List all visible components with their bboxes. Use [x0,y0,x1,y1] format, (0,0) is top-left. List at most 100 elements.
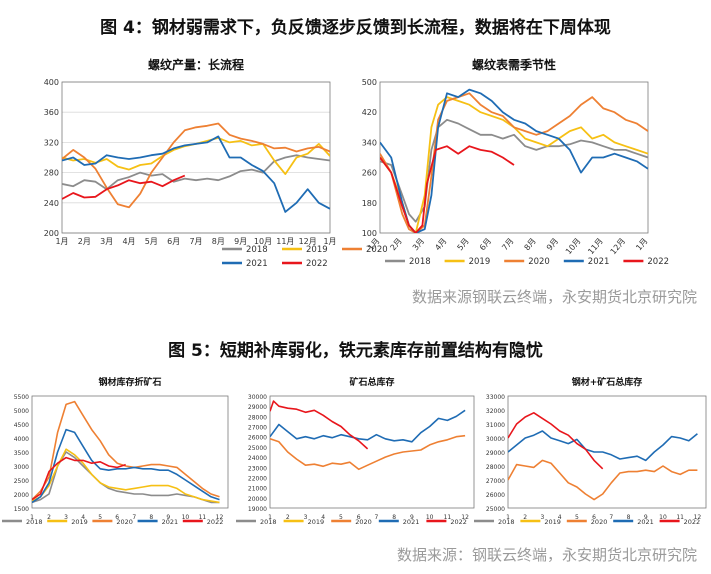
x-tick-label: 1月 [55,237,68,246]
x-tick-label: 6月 [478,237,493,253]
x-tick-label: 1月 [323,237,336,246]
x-tick-label: 6 [115,514,119,521]
series-line-2021 [270,409,466,443]
x-tick-label: 11 [199,514,207,521]
series-line-2020 [270,434,466,471]
x-tick-label: 2月 [78,237,91,246]
x-tick-label: 8 [392,514,396,521]
legend-label-2018: 2018 [260,518,277,526]
series-line-2020 [32,400,220,501]
plot-frame [269,395,475,509]
x-tick-label: 8月 [212,237,225,246]
x-tick-label: 6 [592,514,596,521]
chart-rebar-output-long-process: 螺纹产量：长流程 200 240 280 320 360 400 1月 2月 3月 4月 5月 6月 7月… [44,57,388,269]
chart-ore-total-inventory: 矿石总库存 19000 20000 21000 22000 23000 24000 25000… [236,376,475,526]
y-tick-label: 1500 [14,506,29,513]
chart-title: 钢材库存折矿石 [98,376,161,388]
legend-label-2020: 2020 [528,257,550,267]
chart-title: 螺纹表需季节性 [472,57,556,72]
chart-steel-inventory-ore-equivalent: 钢材库存折矿石 1500 2000 2500 3000 3500 4000 4500 5000 5… [2,376,229,526]
chart-title: 矿石总库存 [349,376,394,388]
legend-label-2019: 2019 [71,518,88,526]
legend-label-2021: 2021 [637,518,654,526]
legend-label-2018: 2018 [498,518,515,526]
chart-rebar-demand-seasonality: 螺纹表需季节性 100 180 260 340 420 500 1月 2月 3月 4月 5月 6月 7月 8… [362,57,669,267]
x-tick-label: 2 [286,514,290,521]
y-tick-label: 3500 [14,450,29,457]
y-tick-label: 20000 [248,496,267,503]
legend-label-2022: 2022 [684,518,701,526]
x-tick-label: 12 [216,514,224,521]
y-tick-label: 260 [362,169,377,178]
x-tick-label: 8 [149,514,153,521]
legend-label-2019: 2019 [308,518,325,526]
x-tick-label: 11月 [276,237,294,246]
y-tick-label: 19000 [248,506,267,513]
x-tick-label: 10 [659,514,667,521]
x-tick-label: 3 [304,514,308,521]
x-tick-label: 9月 [234,237,247,246]
legend-label-2021: 2021 [246,259,268,269]
x-tick-label: 7 [375,514,379,521]
x-tick-label: 12 [461,514,469,521]
x-tick-label: 2 [523,514,527,521]
y-tick-label: 32000 [486,408,505,415]
x-tick-label: 5 [339,514,343,521]
legend-label-2019: 2019 [544,518,561,526]
figure4-source: 数据来源钢联云终端，永安期货北京研究院 [411,288,697,306]
x-tick-label: 8月 [523,237,538,253]
y-tick-label: 100 [362,229,377,238]
series-line-2021 [380,88,648,233]
x-tick-label: 2 [47,514,51,521]
y-tick-label: 21000 [248,486,267,493]
series-line-2022 [380,145,515,233]
x-tick-label: 10 [182,514,190,521]
x-tick-label: 5 [98,514,102,521]
x-tick-label: 7 [609,514,613,521]
x-tick-label: 10月 [254,237,272,246]
x-tick-label: 11月 [586,237,605,257]
y-tick-label: 28000 [486,464,505,471]
y-tick-label: 5000 [14,408,29,415]
x-tick-label: 1 [30,514,34,521]
legend-label-2018: 2018 [246,245,268,255]
x-tick-label: 3 [64,514,68,521]
y-tick-label: 24000 [248,455,267,462]
y-tick-label: 25000 [486,506,505,513]
series-line-2022 [508,411,604,470]
x-tick-label: 4月 [433,237,448,253]
x-tick-label: 4 [81,514,85,521]
x-tick-label: 4 [321,514,325,521]
x-tick-label: 4月 [122,237,135,246]
legend-label-2022: 2022 [647,257,669,267]
y-tick-label: 400 [44,78,59,87]
x-tick-label: 1月 [634,237,649,253]
x-tick-label: 11 [676,514,684,521]
y-tick-label: 240 [44,199,59,208]
x-tick-label: 3 [541,514,545,521]
y-tick-label: 2000 [14,492,29,499]
figure5-title: 图 5：短期补库弱化，铁元素库存前置结构有隐忧 [168,341,543,361]
x-tick-label: 7 [132,514,136,521]
y-tick-label: 4000 [14,436,29,443]
x-tick-label: 8 [627,514,631,521]
y-tick-label: 280 [44,169,59,178]
legend-label-2020: 2020 [116,518,133,526]
x-tick-label: 10月 [564,237,583,257]
x-tick-label: 12 [694,514,702,521]
plot-frame [31,395,229,509]
x-tick-label: 2月 [389,237,404,253]
legend-label-2021: 2021 [588,257,610,267]
y-tick-label: 340 [362,138,377,147]
series-line-2020 [62,122,330,209]
x-tick-label: 10 [426,514,434,521]
x-tick-label: 9 [166,514,170,521]
x-tick-label: 9 [410,514,414,521]
chart-title: 钢材+矿石总库存 [572,376,643,388]
x-tick-label: 5月 [456,237,471,253]
chart-steel-plus-ore-inventory: 钢材+矿石总库存25000260002700028000290003000031… [474,376,707,526]
y-tick-label: 27000 [486,478,505,485]
y-tick-label: 33000 [486,394,505,401]
x-tick-label: 7月 [500,237,515,253]
x-tick-label: 7月 [189,237,202,246]
